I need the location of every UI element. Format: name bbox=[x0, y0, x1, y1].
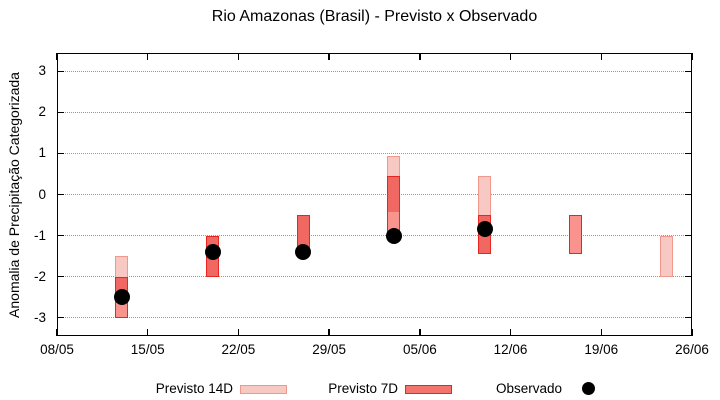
legend-label-previsto-7d: Previsto 7D bbox=[328, 381, 398, 396]
y-tick-label: 3 bbox=[38, 63, 46, 79]
x-tick-label: 08/05 bbox=[40, 342, 74, 357]
observado-point bbox=[295, 243, 312, 260]
bar-overlap-14d-7d bbox=[387, 176, 401, 213]
x-tick-mark bbox=[56, 329, 58, 336]
x-tick-label: 22/05 bbox=[221, 342, 256, 357]
y-tick-mark bbox=[685, 234, 692, 237]
y-tick-mark bbox=[685, 70, 692, 73]
y-tick-label: -1 bbox=[33, 227, 46, 243]
bar-border-previsto-7d bbox=[568, 215, 582, 254]
y-tick-label: 0 bbox=[38, 186, 46, 202]
x-tick-label: 15/05 bbox=[130, 342, 165, 357]
observado-point bbox=[204, 243, 221, 260]
y-tick-mark bbox=[685, 111, 692, 114]
y-tick-mark bbox=[57, 316, 64, 319]
x-tick-mark bbox=[237, 329, 240, 336]
legend-marker-observado-icon bbox=[582, 382, 595, 395]
bar-previsto-7d bbox=[568, 215, 582, 254]
bar-previsto-14d bbox=[659, 235, 673, 277]
y-tick-label: 2 bbox=[38, 104, 46, 120]
x-tick-mark bbox=[146, 53, 149, 60]
x-tick-mark bbox=[509, 329, 512, 336]
gridline bbox=[57, 70, 692, 72]
x-tick-mark bbox=[600, 53, 603, 60]
x-tick-mark bbox=[691, 53, 693, 60]
x-tick-mark bbox=[691, 329, 693, 336]
legend-label-observado: Observado bbox=[495, 381, 562, 396]
gridline bbox=[57, 111, 692, 113]
plot-area bbox=[56, 53, 693, 336]
chart-title: Rio Amazonas (Brasil) - Previsto x Obser… bbox=[211, 8, 538, 25]
y-tick-mark bbox=[685, 316, 692, 319]
legend-swatch-previsto-14d-icon bbox=[240, 385, 287, 394]
y-tick-mark bbox=[685, 275, 692, 278]
observado-point bbox=[113, 289, 130, 306]
y-tick-mark bbox=[57, 152, 64, 155]
legend-label-previsto-14d: Previsto 14D bbox=[155, 381, 233, 396]
y-tick-mark bbox=[57, 275, 64, 278]
x-tick-label: 26/06 bbox=[675, 342, 709, 357]
x-tick-label: 05/06 bbox=[402, 342, 437, 357]
gridline bbox=[57, 275, 692, 277]
x-tick-mark bbox=[600, 329, 603, 336]
bar-border-previsto-14d bbox=[659, 235, 673, 277]
gridline bbox=[57, 316, 692, 318]
y-tick-mark bbox=[57, 70, 64, 73]
x-tick-mark bbox=[237, 53, 240, 60]
y-tick-mark bbox=[57, 111, 64, 114]
y-tick-label: 1 bbox=[38, 145, 46, 161]
x-tick-mark bbox=[328, 329, 330, 336]
gridline bbox=[57, 234, 692, 236]
x-tick-mark bbox=[56, 53, 58, 60]
legend-swatch-previsto-7d-icon bbox=[405, 385, 452, 394]
x-tick-mark bbox=[509, 53, 512, 60]
gridline bbox=[57, 152, 692, 154]
y-tick-label: -2 bbox=[33, 268, 46, 284]
gridline bbox=[57, 193, 692, 195]
x-tick-label: 19/06 bbox=[584, 342, 619, 357]
x-tick-label: 12/06 bbox=[493, 342, 528, 357]
x-tick-label: 29/05 bbox=[312, 342, 347, 357]
x-tick-mark bbox=[146, 329, 149, 336]
observado-point bbox=[476, 221, 493, 238]
y-tick-label: -3 bbox=[33, 309, 46, 325]
x-tick-mark bbox=[419, 329, 421, 336]
x-tick-mark bbox=[419, 53, 421, 60]
y-tick-mark bbox=[57, 193, 64, 196]
observado-point bbox=[385, 227, 402, 244]
y-tick-mark bbox=[685, 193, 692, 196]
bar-border-previsto-7d bbox=[387, 176, 401, 236]
x-tick-mark bbox=[328, 53, 330, 60]
y-tick-mark bbox=[57, 234, 64, 237]
y-tick-mark bbox=[685, 152, 692, 155]
